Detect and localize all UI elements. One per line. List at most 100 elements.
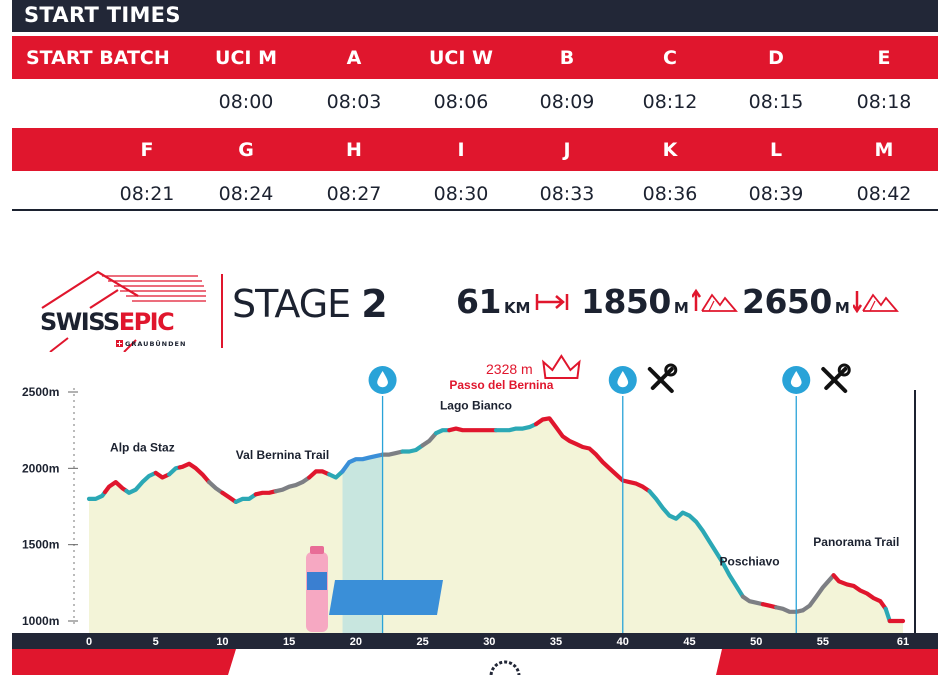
water-bottle-label [307, 572, 327, 590]
batch-label: A [346, 46, 362, 69]
x-tick-label: 10 [216, 636, 228, 648]
batch-label: H [346, 138, 362, 161]
start-time: 08:42 [856, 182, 912, 205]
profile-segment-teal [433, 428, 452, 436]
x-tick-label: 5 [153, 636, 159, 648]
logo-swiss: SWISS [40, 308, 120, 336]
descent-value: 2650 [742, 282, 832, 321]
summit-elevation: 2328 m [486, 361, 533, 377]
x-tick-label: 0 [86, 636, 92, 648]
batch-label: C [663, 46, 677, 69]
profile-segment-gray [420, 431, 439, 448]
descent-icon [852, 291, 899, 313]
x-tick-label: 61 [897, 636, 909, 648]
start-time: 08:33 [539, 182, 595, 205]
wrench-head-icon [664, 363, 678, 377]
distance-value: 61 [456, 282, 501, 321]
batch-label: G [238, 138, 254, 161]
profile-segment-gray [800, 573, 836, 613]
profile-segment-teal [493, 422, 539, 433]
swiss-epic-mountain-logo [41, 270, 206, 352]
table-bottom-rule [12, 209, 938, 211]
x-tick-label: 35 [550, 636, 562, 648]
start-batch-label: START BATCH [26, 46, 170, 69]
profile-segment-teal [883, 606, 892, 624]
start-time: 08:30 [433, 182, 489, 205]
y-tick-label: 2500m [22, 385, 59, 399]
ascent-value: 1850 [581, 282, 671, 321]
water-bottle-cap [310, 546, 324, 554]
profile-segment-teal [327, 469, 345, 480]
batch-label: K [662, 138, 678, 161]
y-tick-label: 2000m [22, 461, 59, 475]
batch-label: F [140, 138, 154, 161]
start-time: 08:15 [748, 90, 804, 113]
bottom-left-red-tab [12, 649, 236, 675]
ascent-stat: 1850 M [581, 282, 738, 321]
profile-segment-teal [400, 443, 425, 454]
profile-segment-teal [647, 489, 745, 599]
profile-segment-red [831, 573, 888, 611]
ascent-unit: M [673, 299, 689, 317]
profile-segment-red [253, 489, 278, 497]
water-bottle-icon [306, 552, 328, 632]
x-tick-label: 40 [617, 636, 629, 648]
batch-label: B [559, 46, 575, 69]
x-tick-label: 30 [483, 636, 495, 648]
start-time-row-2: 08:21 08:24 08:27 08:30 08:33 08:36 08:3… [12, 171, 938, 216]
y-tick-label: 1000m [22, 614, 59, 628]
logo-epic: EPIC [118, 308, 175, 336]
profile-segment-blue [340, 452, 385, 474]
profile-segment-red [153, 470, 172, 480]
descent-unit: M [834, 299, 850, 317]
start-time: 08:09 [539, 90, 595, 113]
logo-subtitle: GRAUBÜNDEN [116, 340, 186, 348]
flow-section-badge [329, 580, 443, 615]
water-drop-glyph [790, 371, 802, 388]
place-label: Alp da Staz [110, 441, 175, 455]
distance-arrow-icon [535, 294, 568, 310]
bottom-right-red-tab [716, 649, 938, 675]
place-label: Panorama Trail [813, 535, 899, 549]
x-tick-label: 50 [750, 636, 762, 648]
place-label: Lago Bianco [440, 399, 512, 413]
ascent-icon [691, 288, 738, 312]
start-times-title: START TIMES [12, 0, 938, 32]
start-time-row-1: 08:00 08:03 08:06 08:09 08:12 08:15 08:1… [12, 79, 938, 124]
wrench-icon [650, 367, 674, 390]
water-drop-glyph [377, 371, 388, 388]
distance-stat: 61 KM [456, 282, 570, 321]
wrench-icon [824, 367, 848, 390]
batch-label: UCI W [428, 46, 494, 69]
stage-number: 2 [361, 282, 387, 326]
profile-segment-teal [233, 492, 258, 504]
stage-title: STAGE 2 [232, 282, 388, 326]
stage-word: STAGE [232, 282, 351, 326]
start-time: 08:18 [856, 90, 912, 113]
x-tick-label: 15 [283, 636, 295, 648]
x-axis-bar [12, 633, 938, 649]
batch-label: D [768, 46, 784, 69]
start-time: 08:00 [218, 90, 274, 113]
logo-sub-text: GRAUBÜNDEN [125, 340, 187, 348]
start-time: 08:21 [119, 182, 175, 205]
start-time: 08:24 [218, 182, 274, 205]
profile-segment-red [307, 469, 332, 480]
profile-segment-red [533, 416, 652, 494]
profile-segment-red [760, 602, 779, 610]
profile-segment-teal [86, 490, 108, 501]
batch-label: E [877, 46, 891, 69]
profile-segment-gray [740, 594, 765, 607]
batch-label: M [874, 138, 894, 161]
descent-stat: 2650 M [742, 282, 899, 321]
profile-segment-red [447, 426, 499, 433]
wrench-head-icon [837, 363, 851, 377]
x-tick-label: 45 [683, 636, 695, 648]
start-batch-header-row-1: START BATCH UCI M A UCI W B C D E [12, 36, 938, 79]
x-tick-label: 25 [416, 636, 428, 648]
distance-unit: KM [503, 299, 531, 317]
profile-segment-red [177, 461, 212, 485]
place-label: Poschiavo [720, 554, 780, 568]
place-label: Val Bernina Trail [236, 448, 329, 462]
start-time: 08:36 [642, 182, 698, 205]
